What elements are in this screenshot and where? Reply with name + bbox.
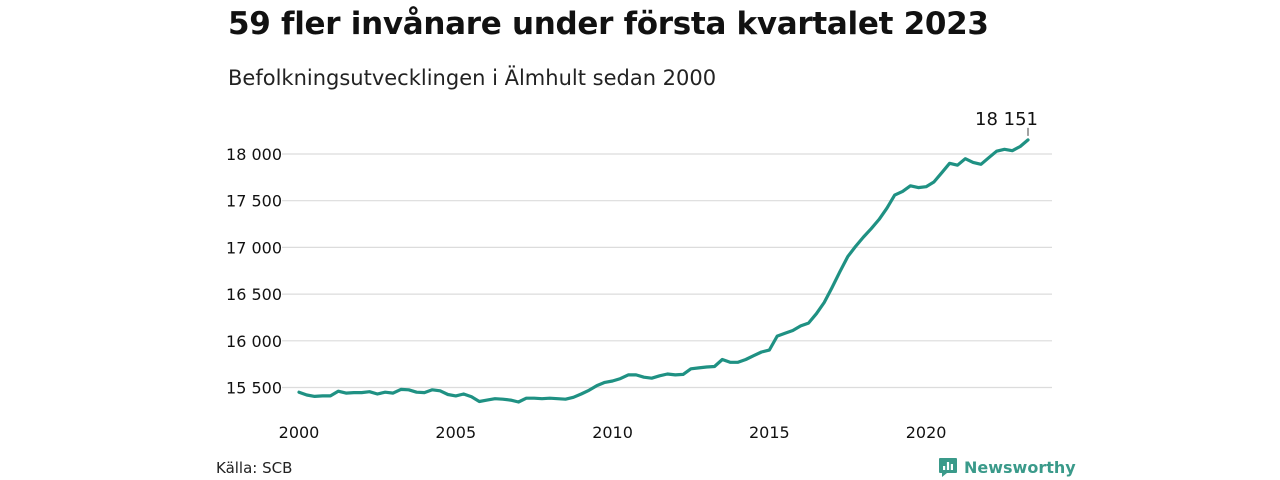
y-axis-tick-labels: 15 500 16 000 16 500 17 000 17 500 18 000 [226, 145, 282, 398]
brand-name: Newsworthy [964, 457, 1076, 477]
chart-title: 59 fler invånare under första kvartalet … [228, 6, 989, 42]
end-value-label: 18 151 [975, 109, 1038, 130]
x-tick-label: 2015 [749, 423, 790, 442]
line-chart: 15 500 16 000 16 500 17 000 17 500 18 000 200… [226, 109, 1052, 442]
x-tick-label: 2010 [592, 423, 633, 442]
y-tick-label: 17 000 [226, 238, 282, 257]
y-tick-label: 16 000 [226, 332, 282, 351]
source-label: Källa: SCB [216, 459, 293, 477]
newsworthy-logo-icon [939, 458, 957, 477]
x-tick-label: 2020 [906, 423, 947, 442]
chart-subtitle: Befolkningsutvecklingen i Älmhult sedan … [228, 66, 717, 90]
x-axis-tick-labels: 2000 2005 2010 2015 2020 [279, 423, 947, 442]
series-group [297, 138, 1030, 404]
end-annotation: 18 151 [975, 109, 1038, 136]
x-tick-label: 2000 [279, 423, 320, 442]
brand-logo[interactable]: Newsworthy [938, 456, 1076, 478]
series-line [297, 138, 1030, 404]
gridlines [282, 153, 1052, 389]
y-tick-label: 16 500 [226, 285, 282, 304]
y-tick-label: 17 500 [226, 192, 282, 211]
x-tick-label: 2005 [435, 423, 476, 442]
y-tick-label: 15 500 [226, 379, 282, 398]
y-tick-label: 18 000 [226, 145, 282, 164]
